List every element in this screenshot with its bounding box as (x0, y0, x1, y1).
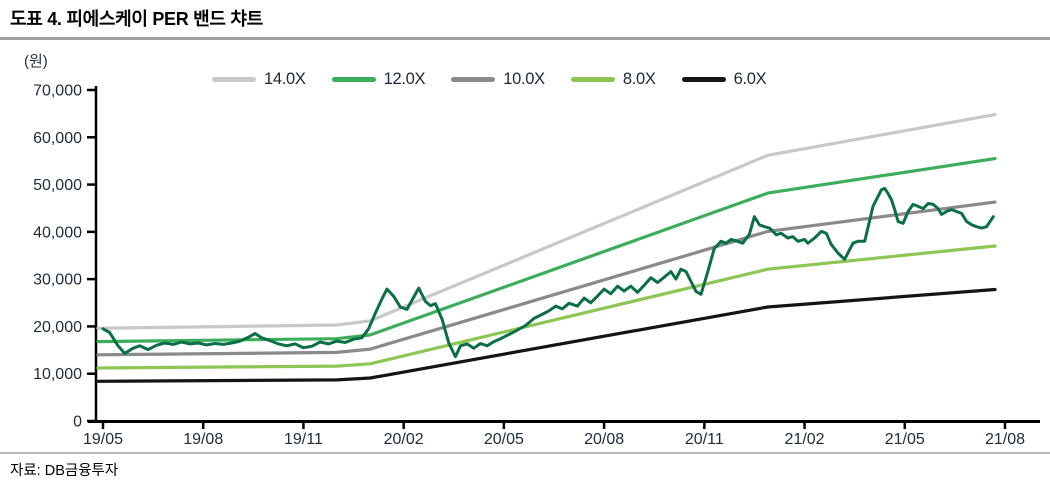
x-tick-label: 19/05 (83, 431, 123, 448)
legend-item-12-0x: 12.0X (331, 70, 426, 89)
x-tick-label: 21/08 (985, 431, 1025, 448)
legend-item-8-0x: 8.0X (570, 70, 656, 89)
footer-divider (0, 452, 1050, 454)
x-tick-label: 20/08 (584, 431, 624, 448)
legend-swatch-6-0x (681, 77, 726, 82)
legend-label-10-0x: 10.0X (503, 70, 545, 88)
legend-label-8-0x: 8.0X (622, 70, 656, 88)
legend-label-12-0x: 12.0X (383, 70, 426, 88)
x-tick-label: 19/11 (284, 431, 323, 448)
y-tick-label: 20,000 (33, 319, 82, 336)
band-line-8-0x (96, 244, 997, 370)
x-tick-label: 20/11 (685, 431, 724, 448)
band-line-6-0x (96, 287, 997, 383)
chart-legend: 14.0X 12.0X 10.0X 8.0X 6.0X (212, 70, 767, 89)
y-tick-label: 10,000 (33, 366, 82, 383)
title-divider (0, 37, 1050, 40)
y-tick-label: 70,000 (33, 82, 82, 99)
legend-item-14-0x: 14.0X (212, 70, 306, 89)
legend-swatch-14-0x (212, 77, 256, 82)
band-line-12-0x (96, 157, 997, 344)
y-tick-label: 50,000 (33, 177, 82, 194)
source-note: 자료: DB금융투자 (10, 463, 119, 479)
legend-label-14-0x: 14.0X (264, 70, 306, 88)
band-line-10-0x (96, 200, 997, 357)
legend-swatch-8-0x (570, 77, 615, 82)
legend-label-6-0x: 6.0X (733, 70, 767, 88)
x-tick-label: 20/05 (484, 431, 524, 448)
x-tick-label: 21/05 (885, 431, 925, 448)
legend-item-6-0x: 6.0X (681, 70, 767, 89)
chart-title: 도표 4. 피에스케이 PER 밴드 챠트 (10, 9, 263, 29)
band-line-14-0x (96, 112, 997, 330)
y-tick-label: 30,000 (33, 272, 82, 289)
y-axis-unit-label: (원) (24, 53, 48, 70)
price-line (101, 186, 995, 359)
x-tick-label: 21/02 (785, 431, 825, 448)
legend-swatch-12-0x (331, 77, 376, 82)
legend-swatch-10-0x (451, 77, 496, 82)
y-tick-label: 60,000 (33, 130, 82, 147)
y-tick-label: 40,000 (33, 224, 82, 241)
y-tick-label: 0 (73, 414, 82, 431)
x-tick-label: 20/02 (384, 431, 424, 448)
x-tick-label: 19/08 (183, 431, 223, 448)
legend-item-10-0x: 10.0X (451, 70, 545, 89)
